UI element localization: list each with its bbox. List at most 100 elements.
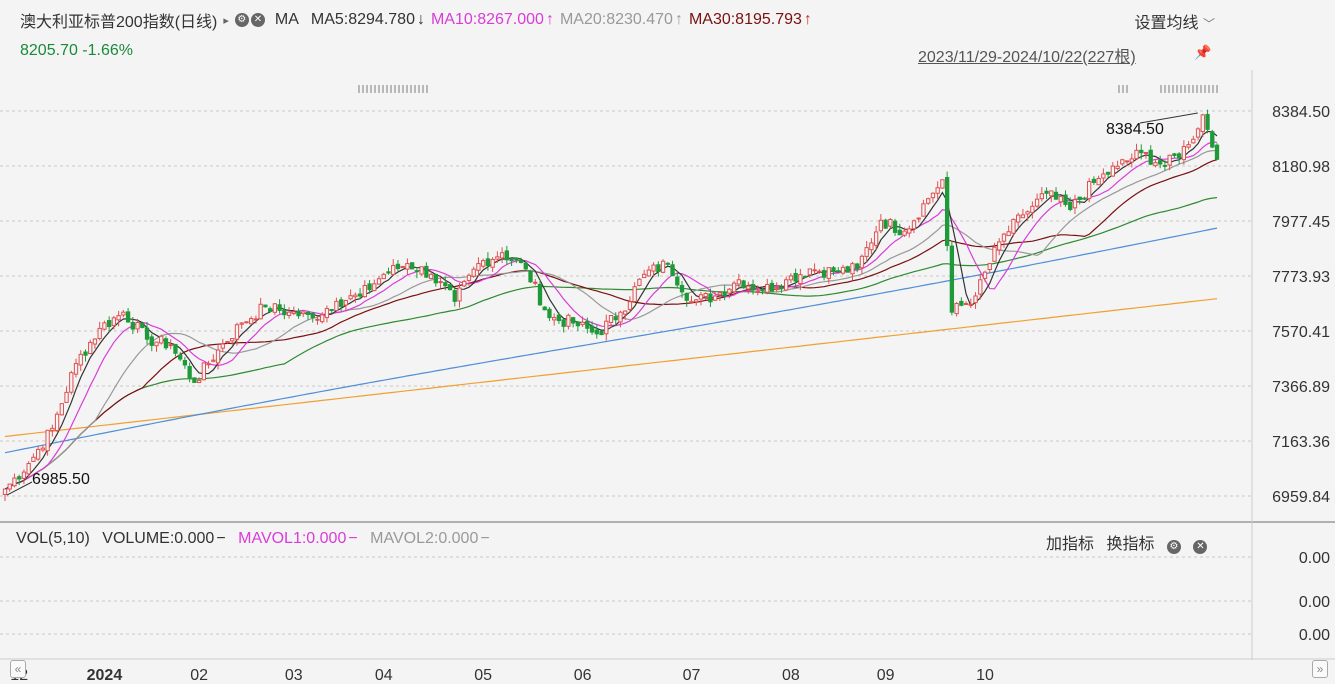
candle [930,192,936,203]
candle-body [982,271,988,279]
time-tick-label: 09 [877,667,895,684]
candle-body [1120,159,1125,165]
candle [329,309,334,314]
candle [561,318,566,333]
candle-body [428,273,434,280]
pin-icon[interactable]: 📌 [1194,44,1212,60]
event-marker [426,85,428,93]
candle [911,219,917,234]
candle-body [187,366,192,379]
switch-indicator-button[interactable]: 换指标 [1106,536,1155,553]
expand-arrow-icon[interactable]: ▸ [223,14,229,27]
price-plot-area [0,70,1252,522]
candle-body [940,179,945,189]
candle-body [277,304,282,311]
candle-body [679,284,685,293]
candle [102,320,107,331]
candle-body [78,353,83,366]
candle [338,296,344,312]
close-icon[interactable]: ✕ [1193,540,1208,554]
candle [959,297,964,307]
candles [2,109,1220,501]
candle-body [1214,144,1220,160]
candle-body [665,262,670,265]
chevron-down-icon: ﹀ [1202,17,1215,31]
ma120-line [4,227,1218,454]
candle [26,461,31,477]
candle [92,338,98,349]
candle-body [182,359,188,366]
candle-body [746,285,751,290]
candle-body [1205,113,1210,130]
event-marker [1126,85,1128,93]
candle-body [116,315,121,321]
candle [178,351,183,362]
candle-body [926,198,931,204]
event-marker [1204,85,1206,93]
candle-body [561,319,566,327]
candle-body [826,267,831,279]
date-range[interactable]: 2023/11/29-2024/10/22(227根) [918,49,1136,66]
candle [267,306,273,313]
candle-body [310,312,315,319]
candle-body [1195,128,1201,138]
candle-body [1001,233,1007,242]
candle-body [1162,164,1168,167]
candle [353,292,358,303]
candle-body [163,338,169,349]
candle [1087,177,1092,203]
candle [817,269,822,274]
candle [570,316,576,328]
candle [613,312,618,326]
candle-body [992,246,997,262]
candle [651,262,656,278]
volume-grid: 0.00 0.00 0.00 [0,550,1330,644]
candle [855,262,860,273]
candle [443,276,448,291]
price-change: -1.66% [82,42,133,59]
time-tick-label: 08 [782,667,800,684]
candle [769,279,775,292]
candle-body [930,192,936,199]
candle [542,306,547,311]
candle-body [717,292,723,296]
candle [1181,140,1187,165]
candle [656,261,661,277]
candle [547,307,552,322]
candle-body [1139,149,1144,154]
candle [187,362,192,383]
candle [873,225,879,250]
event-marker [1196,85,1198,93]
candle-body [670,264,675,277]
event-marker [366,85,368,93]
candle [926,197,931,205]
time-tick-label: 03 [285,667,303,684]
candle [50,424,55,437]
candle-body [651,264,656,272]
scroll-left-button[interactable]: « [10,660,26,678]
ma-settings-button[interactable]: 设置均线 ﹀ [1135,9,1215,33]
close-icon[interactable]: ✕ [250,13,265,27]
candle [1105,171,1111,178]
candle-body [239,322,244,325]
candle [173,343,178,357]
candle-body [1124,160,1130,163]
candle [457,282,462,308]
candle-body [712,295,718,301]
gear-icon[interactable]: ⚙ [234,13,249,27]
candle-body [504,250,510,261]
add-indicator-button[interactable]: 加指标 [1046,536,1095,553]
candle [850,261,855,281]
candle-body [1063,194,1068,205]
candle-body [45,429,50,452]
candle [1053,187,1059,200]
event-marker [362,85,364,93]
gear-icon[interactable]: ⚙ [1166,540,1181,554]
candle-body [443,282,448,287]
candle [755,285,760,296]
candle [1205,109,1210,134]
candle-body [376,278,382,285]
candle [604,314,609,341]
scroll-right-button[interactable]: » [1312,660,1328,678]
